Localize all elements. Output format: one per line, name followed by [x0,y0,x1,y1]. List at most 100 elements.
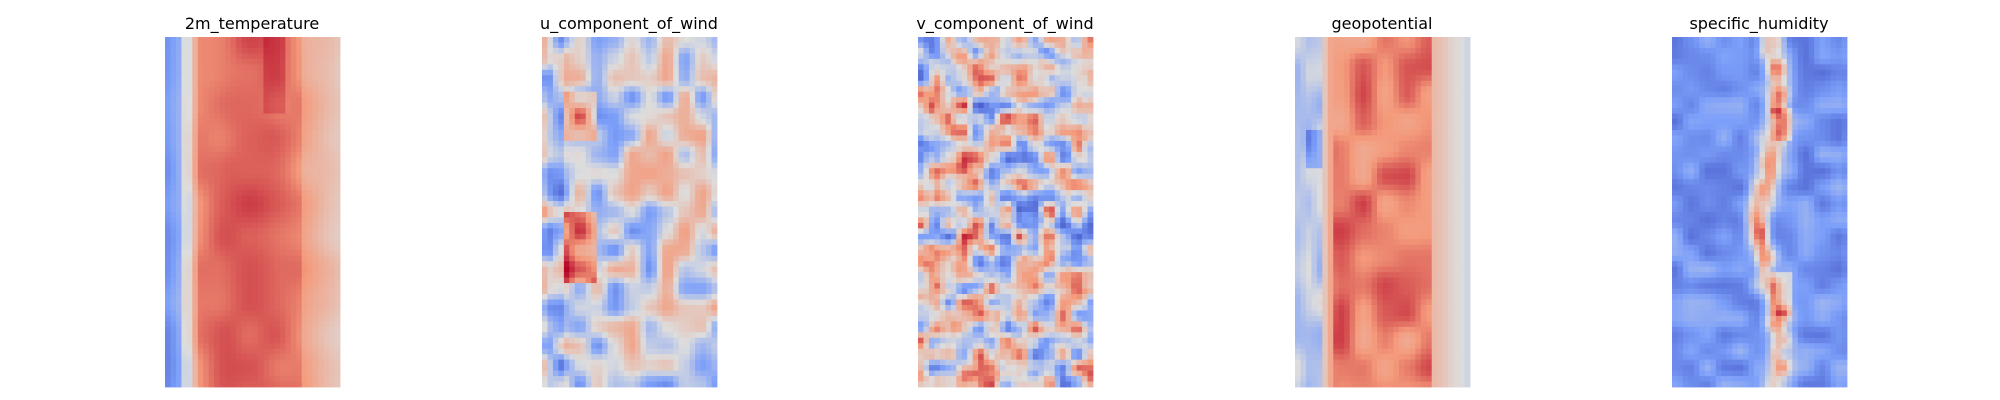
heatmap-cell [667,102,674,109]
heatmap-cell [285,354,292,361]
heatmap-cell [165,321,171,328]
heatmap-cell [263,272,270,279]
heatmap-cell [651,58,658,65]
heatmap-cell [700,272,707,279]
heatmap-cell [662,277,669,284]
heatmap-cell [700,75,707,82]
heatmap-cell [225,255,232,262]
heatmap-cell [618,151,625,158]
heatmap-cell [279,157,286,164]
heatmap-cell [192,129,199,136]
heatmap-cell [684,108,691,114]
heatmap-cell [268,108,275,114]
heatmap-cell [645,206,652,213]
heatmap-cell [290,113,297,120]
heatmap-cell [591,102,598,109]
heatmap-cell [334,321,341,328]
heatmap-cell [961,91,968,98]
heatmap-cell [170,321,177,328]
heatmap-cell [662,157,669,164]
heatmap-cell [569,37,576,43]
heatmap-cell [574,140,581,147]
heatmap-cell [651,113,658,120]
heatmap-cell [989,64,995,71]
heatmap-cell [285,37,292,43]
heatmap-cell [1027,184,1034,191]
heatmap-cell [607,337,614,344]
heatmap-cell [645,261,652,268]
heatmap-cell [574,162,581,169]
heatmap-cell [236,326,242,333]
heatmap-cell [695,53,701,60]
heatmap-cell [181,228,188,235]
heatmap-cell [175,42,182,49]
heatmap-cell [711,53,718,60]
heatmap-cell [956,146,963,153]
heatmap-cell [700,119,707,125]
heatmap-cell [197,80,204,87]
heatmap-cell [558,310,565,317]
heatmap-cell [1000,157,1006,164]
heatmap-cell [645,359,652,366]
heatmap-cell [279,212,286,218]
heatmap-cell [219,354,226,361]
heatmap-cell [296,206,303,213]
heatmap-cell [263,37,270,43]
heatmap-cell [967,108,974,114]
heatmap-cell [307,86,314,93]
heatmap-cell [994,37,1001,43]
heatmap-cell [547,108,554,114]
heatmap-cell [678,359,685,366]
heatmap-cell [236,250,242,257]
heatmap-cell [602,272,609,279]
heatmap-cell [252,288,259,295]
heatmap-cell [197,321,204,328]
heatmap-cell [290,140,297,147]
heatmap-cell [989,140,995,147]
heatmap-cell [181,190,188,196]
heatmap-cell [624,222,630,229]
heatmap-cell [967,42,974,49]
heatmap-cell [602,277,609,284]
heatmap-cell [1032,97,1039,104]
heatmap-cell [542,365,548,371]
heatmap-cell [591,119,598,125]
heatmap-cell [967,135,974,142]
heatmap-cell [662,80,669,87]
heatmap-cell [1016,64,1023,71]
heatmap-cell [1021,80,1028,87]
heatmap-cell [181,244,188,251]
heatmap-cell [700,299,707,306]
heatmap-cell [307,376,314,382]
heatmap-cell [569,326,576,333]
heatmap-cell [629,195,636,202]
heatmap-cell [219,47,226,54]
heatmap-cell [214,162,221,169]
heatmap-cell [591,80,598,87]
heatmap-cell [613,266,619,273]
heatmap-cell [972,146,979,153]
heatmap-cell [662,283,669,289]
heatmap-cell [563,299,570,306]
heatmap-cell [181,343,188,350]
heatmap-cell [547,381,554,388]
heatmap-cell [219,304,226,311]
heatmap-cell [574,233,581,240]
heatmap-cell [252,370,259,377]
heatmap-cell [967,80,974,87]
heatmap-cell [934,69,941,76]
heatmap-cell [214,365,221,371]
heatmap-cell [640,64,647,71]
heatmap-cell [186,201,193,207]
heatmap-cell [241,277,248,284]
heatmap-cell [225,326,232,333]
heatmap-cell [203,157,210,164]
heatmap-cell [230,119,237,125]
heatmap-cell [656,217,663,224]
heatmap-cell [613,376,619,382]
heatmap-cell [1021,58,1028,65]
heatmap-cell [186,315,193,322]
heatmap-cell [296,179,303,186]
heatmap-cell [186,86,193,93]
heatmap-cell [662,168,669,175]
